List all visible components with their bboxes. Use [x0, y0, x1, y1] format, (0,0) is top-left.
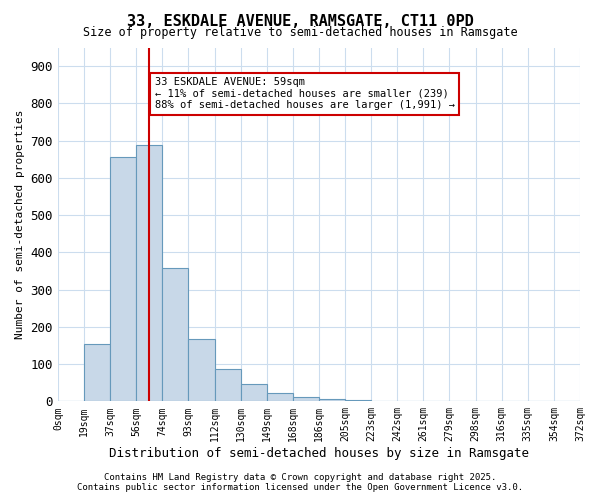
- Bar: [84, 344, 110, 402]
- Y-axis label: Number of semi-detached properties: Number of semi-detached properties: [15, 110, 25, 339]
- Bar: [267, 393, 293, 402]
- Bar: [163, 268, 188, 402]
- Bar: [188, 339, 215, 402]
- Bar: [241, 384, 267, 402]
- X-axis label: Distribution of semi-detached houses by size in Ramsgate: Distribution of semi-detached houses by …: [109, 447, 529, 460]
- Bar: [136, 146, 163, 402]
- Bar: [293, 397, 319, 402]
- Bar: [319, 399, 345, 402]
- Text: Contains HM Land Registry data © Crown copyright and database right 2025.
Contai: Contains HM Land Registry data © Crown c…: [77, 473, 523, 492]
- Text: Size of property relative to semi-detached houses in Ramsgate: Size of property relative to semi-detach…: [83, 26, 517, 39]
- Bar: [345, 400, 371, 402]
- Bar: [215, 370, 241, 402]
- Bar: [110, 157, 136, 402]
- Text: 33 ESKDALE AVENUE: 59sqm
← 11% of semi-detached houses are smaller (239)
88% of : 33 ESKDALE AVENUE: 59sqm ← 11% of semi-d…: [155, 78, 455, 110]
- Text: 33, ESKDALE AVENUE, RAMSGATE, CT11 0PD: 33, ESKDALE AVENUE, RAMSGATE, CT11 0PD: [127, 14, 473, 29]
